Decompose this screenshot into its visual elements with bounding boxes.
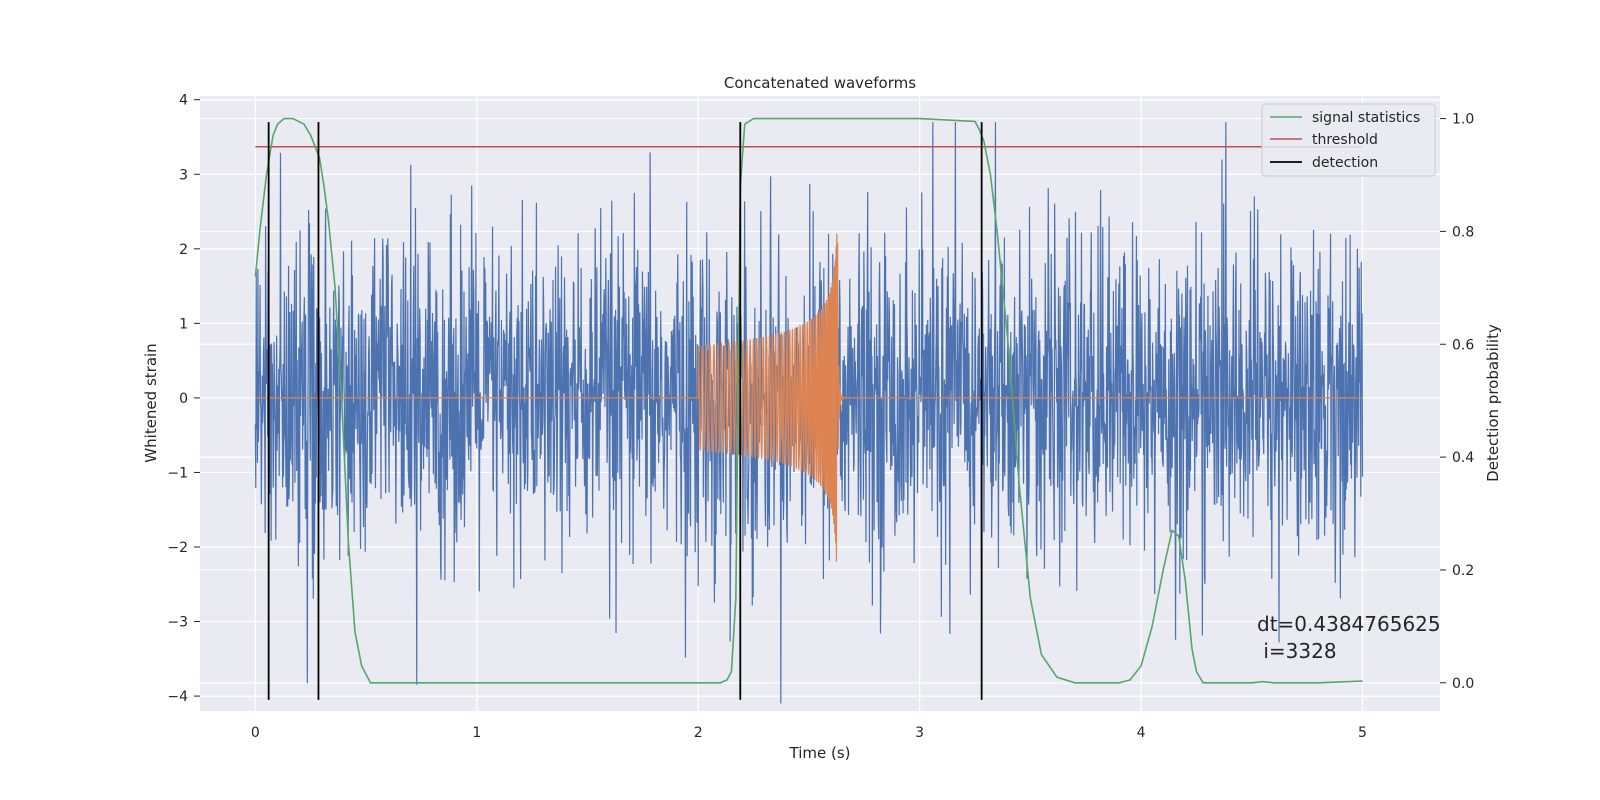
y2-tick-label: 0.0 xyxy=(1452,676,1474,692)
x-tick-label: 4 xyxy=(1137,725,1146,741)
annotation-dt: dt=0.4384765625 xyxy=(1257,612,1441,636)
chart-title: Concatenated waveforms xyxy=(724,74,916,92)
y2-tick-label: 0.2 xyxy=(1452,563,1474,579)
y2-tick-label: 0.4 xyxy=(1452,450,1474,466)
y-tick-label: −2 xyxy=(167,540,188,556)
signal-statistics-line xyxy=(254,117,1363,684)
legend: signal statistics threshold detection xyxy=(1261,103,1436,177)
legend-label-threshold: threshold xyxy=(1312,132,1378,148)
y-tick-label: 1 xyxy=(179,316,188,332)
y-tick-label: −1 xyxy=(167,465,188,481)
detection-lines xyxy=(267,122,983,700)
legend-label-signal-statistics: signal statistics xyxy=(1312,110,1420,126)
x-tick-label: 1 xyxy=(472,725,481,741)
x-tick-label: 3 xyxy=(915,725,924,741)
y-tick-label: −3 xyxy=(167,615,188,631)
annotation-index: i=3328 xyxy=(1257,639,1337,663)
legend-label-detection: detection xyxy=(1312,155,1378,171)
y2-tick-label: 0.8 xyxy=(1452,224,1474,240)
y-tick-label: 2 xyxy=(179,242,188,258)
y2-tick-label: 0.6 xyxy=(1452,337,1474,353)
y2-axis-label: Detection probability xyxy=(1484,324,1502,482)
y-axis-label: Whitened strain xyxy=(142,343,160,462)
y-tick-label: 0 xyxy=(179,391,188,407)
y2-tick-label: 1.0 xyxy=(1452,112,1474,128)
x-tick-label: 5 xyxy=(1358,725,1367,741)
injection-series-line xyxy=(255,233,1363,562)
x-tick-label: 2 xyxy=(694,725,703,741)
y-tick-label: 3 xyxy=(179,167,188,183)
y-tick-label: −4 xyxy=(167,689,188,705)
y-tick-label: 4 xyxy=(179,93,188,109)
x-axis-label: Time (s) xyxy=(789,744,851,762)
legend-frame xyxy=(1261,103,1436,177)
x-tick-label: 0 xyxy=(251,725,260,741)
ticks: 0 1 2 3 4 5 −4 −3 −2 −1 0 1 2 3 4 0.0 0.2 0.4 0.6 0.8 1.0 xyxy=(167,93,1474,741)
